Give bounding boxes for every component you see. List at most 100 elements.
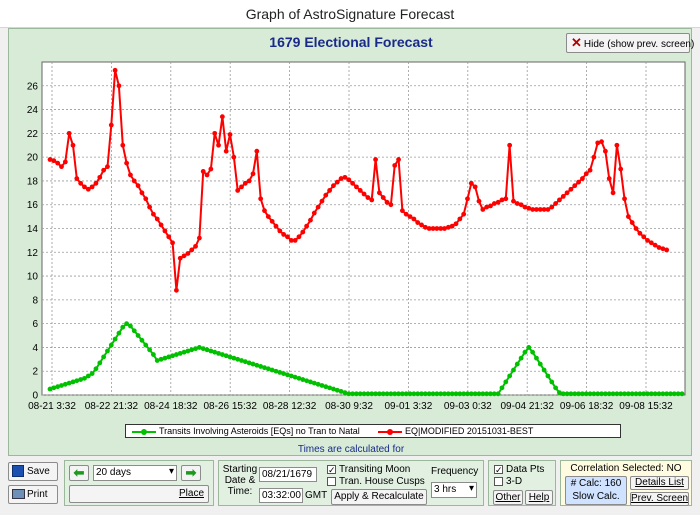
hide-button[interactable]: ✕ Hide (show prev. screen) [566,33,694,53]
data-point-1 [438,226,444,231]
data-point-1 [514,201,520,206]
data-point-1 [602,148,608,154]
data-point-1 [204,172,210,178]
y-tick-label: 18 [27,176,39,187]
data-point-1 [131,178,137,184]
data-point-1 [491,201,497,206]
data-point-0 [166,354,172,360]
prev-screen-button[interactable]: Prev. Screen [630,492,689,506]
frequency-select[interactable]: 3 hrs ▾ [431,482,477,498]
y-tick-label: 20 [27,153,39,164]
print-button[interactable]: Print [8,485,58,504]
data-point-1 [553,201,558,206]
apply-recalculate-button[interactable]: Apply & Recalculate [331,489,427,505]
data-point-1 [610,190,616,196]
legend-item-red: EQ|MODIFIED 20151031-BEST [378,425,533,437]
data-point-1 [285,234,290,240]
data-point-0 [357,391,363,397]
frequency-label: Frequency [431,466,479,477]
data-point-1 [354,184,359,190]
data-point-0 [488,391,493,397]
checkbox-checked-icon: ✓ [494,464,503,475]
data-point-1 [277,228,283,234]
data-point-0 [465,391,470,397]
data-point-0 [158,356,164,362]
start-date-input[interactable]: 08/21/1679 [259,467,317,482]
data-point-0 [664,391,670,397]
data-point-1 [334,179,340,185]
data-point-0 [530,349,536,355]
data-pts-checkbox[interactable]: ✓ Data Pts [494,464,545,475]
data-point-1 [380,195,386,200]
data-point-0 [70,379,76,385]
data-point-0 [656,391,662,397]
data-point-0 [660,391,666,397]
data-point-1 [74,176,80,181]
data-point-1 [193,243,198,249]
data-point-0 [560,391,566,397]
data-point-1 [62,159,68,165]
details-list-button[interactable]: Details List [630,476,689,490]
floppy-icon [12,465,24,478]
data-point-1 [151,211,156,217]
data-point-0 [606,391,612,397]
data-point-0 [484,391,490,397]
data-point-0 [442,391,447,397]
data-point-1 [430,226,436,231]
data-point-0 [334,387,340,393]
data-point-0 [648,391,654,397]
data-point-0 [288,373,294,379]
help-button[interactable]: Help [525,490,553,505]
close-icon: ✕ [571,35,582,50]
data-point-0 [89,371,95,376]
next-arrow-icon[interactable]: ➡ [181,465,201,481]
data-point-0 [625,391,631,397]
data-point-1 [281,232,287,237]
data-point-0 [346,391,352,397]
data-point-1 [304,223,310,229]
transiting-moon-checkbox[interactable]: ✓ Transiting Moon [327,464,411,475]
data-point-0 [262,365,267,371]
place-button[interactable]: Place [69,485,209,503]
data-point-1 [530,207,536,212]
data-point-1 [476,198,482,204]
data-point-1 [323,192,329,198]
data-point-1 [55,160,61,166]
data-point-0 [74,378,80,384]
days-select[interactable]: 20 days ▾ [93,465,177,481]
data-point-0 [403,391,409,397]
data-point-0 [361,391,367,397]
prev-arrow-icon[interactable]: ⬅ [69,465,89,481]
data-point-0 [97,360,103,366]
data-point-1 [403,211,409,217]
data-point-0 [537,361,543,367]
data-point-1 [105,164,110,170]
calc-count-button[interactable]: # Calc: 160 Slow Calc. [565,476,627,505]
data-point-1 [273,223,279,229]
data-point-0 [572,391,578,397]
data-point-0 [407,391,413,397]
save-button[interactable]: Save [8,462,58,481]
start-time-input[interactable]: 03:32:00 [259,488,303,503]
data-point-0 [208,348,214,354]
data-point-0 [472,391,478,397]
data-point-1 [656,245,662,250]
data-point-1 [254,148,260,154]
data-point-1 [572,183,578,189]
data-point-0 [254,362,260,368]
data-point-0 [296,375,302,381]
data-point-1 [549,204,555,210]
data-point-0 [503,379,509,385]
data-point-0 [311,380,317,386]
data-point-1 [93,180,99,186]
three-d-checkbox[interactable]: 3-D [494,476,522,487]
data-point-1 [177,255,183,261]
data-point-0 [668,391,673,397]
data-point-0 [495,391,501,397]
other-button[interactable]: Other [493,490,523,505]
data-point-0 [323,384,329,390]
data-point-0 [181,349,187,355]
data-point-0 [595,391,601,397]
data-point-0 [526,345,532,350]
house-cusps-checkbox[interactable]: Tran. House Cusps [327,476,425,487]
